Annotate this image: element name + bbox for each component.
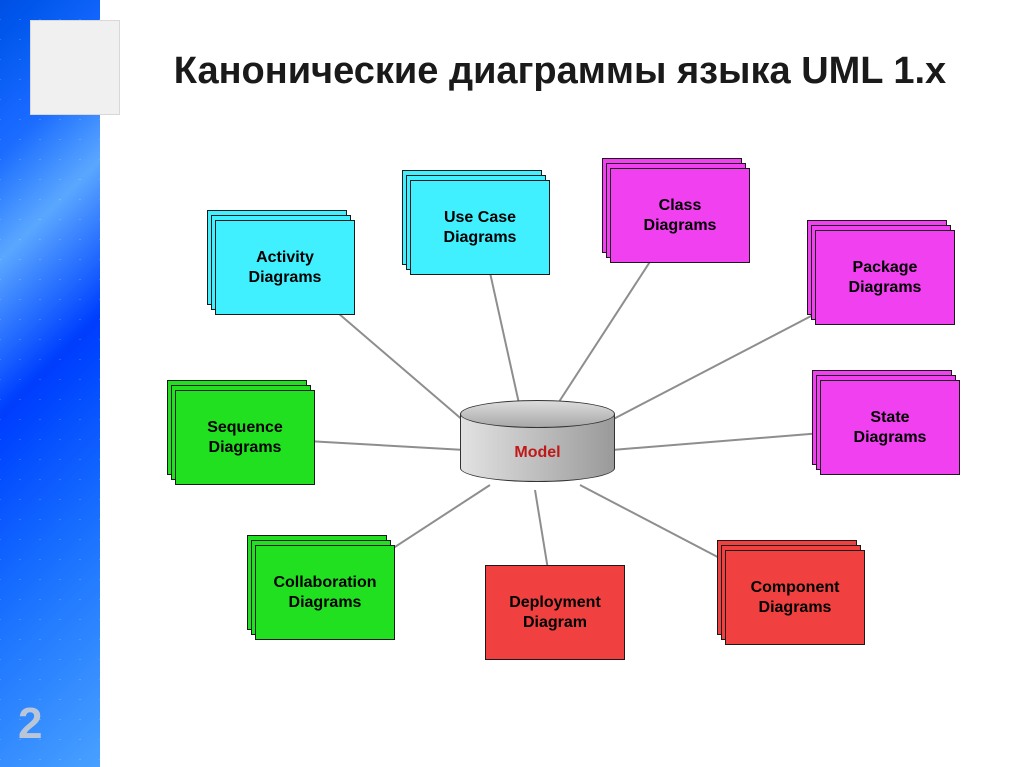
diagram-stack-package: Package Diagrams: [815, 230, 955, 325]
cylinder-top: [460, 400, 615, 428]
diagram-stack-state: State Diagrams: [820, 380, 960, 475]
diagram-stack-sequence: Sequence Diagrams: [175, 390, 315, 485]
side-decor-grid: [0, 0, 100, 767]
model-cylinder: Model: [460, 400, 615, 490]
page-number: 2: [18, 699, 42, 749]
diagram-stack-deployment: Deployment Diagram: [485, 565, 625, 660]
corner-placeholder-box: [30, 20, 120, 115]
card-component: Component Diagrams: [725, 550, 865, 645]
card-sequence: Sequence Diagrams: [175, 390, 315, 485]
card-usecase: Use Case Diagrams: [410, 180, 550, 275]
card-class: Class Diagrams: [610, 168, 750, 263]
diagram-stack-collaboration: Collaboration Diagrams: [255, 545, 395, 640]
diagram-stack-activity: Activity Diagrams: [215, 220, 355, 315]
card-package: Package Diagrams: [815, 230, 955, 325]
card-collaboration: Collaboration Diagrams: [255, 545, 395, 640]
diagram-stack-component: Component Diagrams: [725, 550, 865, 645]
diagram-stack-usecase: Use Case Diagrams: [410, 180, 550, 275]
diagram-stack-class: Class Diagrams: [610, 168, 750, 263]
side-decor-strip: [0, 0, 100, 767]
card-state: State Diagrams: [820, 380, 960, 475]
card-activity: Activity Diagrams: [215, 220, 355, 315]
card-deployment: Deployment Diagram: [485, 565, 625, 660]
slide-title: Канонические диаграммы языка UML 1.х: [130, 50, 990, 93]
diagram-area: Model Activity Diagrams Use Case Diagrams C…: [120, 140, 990, 700]
